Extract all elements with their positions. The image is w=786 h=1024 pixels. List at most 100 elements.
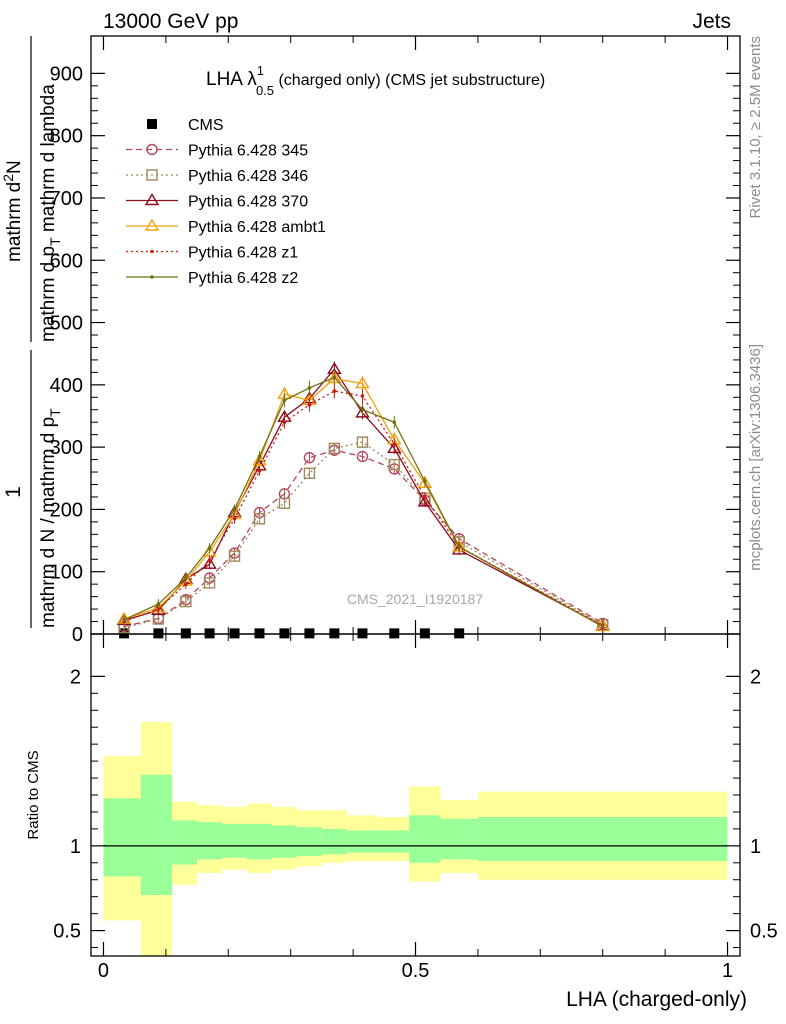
data-point-marker <box>303 452 316 464</box>
energy-label: 13000 GeV pp <box>103 10 238 33</box>
legend-label: Pythia 6.428 370 <box>188 194 308 211</box>
data-point-marker <box>307 386 312 390</box>
data-point-marker <box>282 398 287 403</box>
band-1sigma-bin <box>172 820 198 865</box>
x-tick-label: 0.5 <box>402 960 430 982</box>
y-tick-label: 200 <box>50 499 83 521</box>
data-point-marker <box>387 441 402 454</box>
data-point-marker <box>252 453 267 466</box>
data-point-marker <box>332 389 337 393</box>
data-point-marker <box>360 394 365 398</box>
y-tick-label: 400 <box>50 375 83 397</box>
y-label-denom2-sub: T <box>47 237 63 246</box>
ratio-y-tick-label: 0.5 <box>53 921 81 943</box>
data-point-marker <box>180 595 192 608</box>
y-tick-label: 500 <box>50 313 83 335</box>
y-label-dpT-dlambda: mathrm d pT mathrm d lambda <box>38 84 63 342</box>
legend-item: Pythia 6.428 ambt1 <box>126 218 326 236</box>
legend-label: CMS <box>188 117 224 134</box>
data-point-marker <box>207 558 212 563</box>
data-point-marker <box>147 119 157 129</box>
y-tick-label: 300 <box>50 437 83 459</box>
band-1sigma-bin <box>321 828 347 855</box>
mcplots-label: mcplots.cern.ch [arXiv:1306.3436] <box>747 344 764 571</box>
y-tick-label: 800 <box>50 126 83 148</box>
data-point-marker <box>203 577 216 589</box>
legend-item: Pythia 6.428 345 <box>126 143 308 160</box>
band-1sigma-bin <box>296 827 322 857</box>
y-axis-label: 1 mathrm d N / mathrm d pT mathrm d2N ma… <box>0 36 63 628</box>
band-1sigma-bin <box>477 817 728 862</box>
ratio-bands <box>103 722 728 956</box>
main-plot-ticks: 0 100 200 300 400 500 600 700 800 900 <box>50 36 740 646</box>
data-point-marker <box>278 497 291 509</box>
data-point-marker <box>253 513 266 525</box>
ratio-y-tick-label: 1 <box>70 836 81 858</box>
band-1sigma-bin <box>378 830 410 853</box>
data-point-marker <box>423 479 427 484</box>
y-label-denom: mathrm d N / mathrm d p <box>38 417 59 628</box>
data-point-marker <box>356 450 369 463</box>
y-label-denom-sub: T <box>47 408 63 417</box>
legend-label: Pythia 6.428 z2 <box>188 270 298 287</box>
data-point-marker <box>457 544 461 549</box>
band-1sigma-bin <box>409 815 441 863</box>
legend-item: CMS <box>147 117 224 134</box>
series-pythia-6-428-z2 <box>122 369 605 632</box>
data-point-marker <box>184 576 188 580</box>
data-point-marker <box>144 218 160 231</box>
band-1sigma-bin <box>140 774 173 895</box>
data-point-marker <box>282 420 287 425</box>
y-label-numer2-tail: N <box>4 160 25 174</box>
series-pythia-6-428-z1 <box>122 383 605 631</box>
plot-title: LHA λ1 0.5 (charged only) (CMS jet substr… <box>206 63 545 98</box>
ratio-y-tick-label: 2 <box>70 666 81 688</box>
ratio-y-label: Ratio to CMS <box>25 750 42 839</box>
data-point-marker <box>355 376 370 389</box>
data-point-marker <box>417 475 433 488</box>
data-point-marker <box>232 516 237 521</box>
legend-item: Pythia 6.428 370 <box>126 193 308 211</box>
band-1sigma-bin <box>440 818 478 860</box>
plot-title-sup: 1 <box>257 63 264 78</box>
data-point-marker <box>332 375 337 380</box>
band-1sigma-bin <box>222 823 248 858</box>
band-1sigma-bin <box>346 830 379 853</box>
data-point-marker <box>202 556 217 569</box>
data-point-marker <box>150 249 154 254</box>
x-axis-label: LHA (charged-only) <box>566 988 747 1011</box>
x-tick-label: 0 <box>98 960 109 982</box>
band-1sigma-bin <box>247 823 272 860</box>
legend-label: Pythia 6.428 346 <box>188 168 308 185</box>
legend-label: Pythia 6.428 345 <box>188 143 308 160</box>
legend-item: Pythia 6.428 z2 <box>126 270 298 287</box>
y-label-denom2: mathrm d p <box>38 246 59 342</box>
band-1sigma-bin <box>271 825 297 858</box>
x-tick-label: 1 <box>722 960 733 982</box>
data-point-marker <box>388 458 400 471</box>
y-tick-label: 100 <box>50 562 83 584</box>
plot-title-sub: 0.5 <box>256 83 274 98</box>
y-label-denom2-tail: mathrm d lambda <box>38 84 59 238</box>
y-tick-label: 600 <box>50 250 83 272</box>
ratio-plot: 0.5 0.5 1 1 2 2 0 0.5 1 Ratio to CMS LHA (charge… <box>25 633 778 1011</box>
data-point-marker <box>156 602 161 606</box>
legend-item: Pythia 6.428 z1 <box>126 245 298 262</box>
rivet-label: Rivet 3.1.10, ≥ 2.5M events <box>747 36 764 219</box>
data-point-marker <box>146 143 158 156</box>
ratio-y-tick-label-right: 1 <box>750 836 761 858</box>
data-point-marker <box>307 402 312 407</box>
series-line <box>123 377 604 628</box>
data-point-marker <box>184 582 188 586</box>
data-point-marker <box>150 275 154 279</box>
data-point-marker <box>146 169 158 181</box>
data-point-marker <box>122 617 126 622</box>
band-1sigma-bin <box>103 798 141 877</box>
data-point-marker <box>392 442 397 446</box>
ratio-y-tick-label-right: 2 <box>750 666 761 688</box>
data-point-marker <box>360 407 365 412</box>
ratio-plot-ticks: 0.5 0.5 1 1 2 2 0 0.5 1 <box>53 634 778 982</box>
y-tick-label: 0 <box>72 624 83 646</box>
